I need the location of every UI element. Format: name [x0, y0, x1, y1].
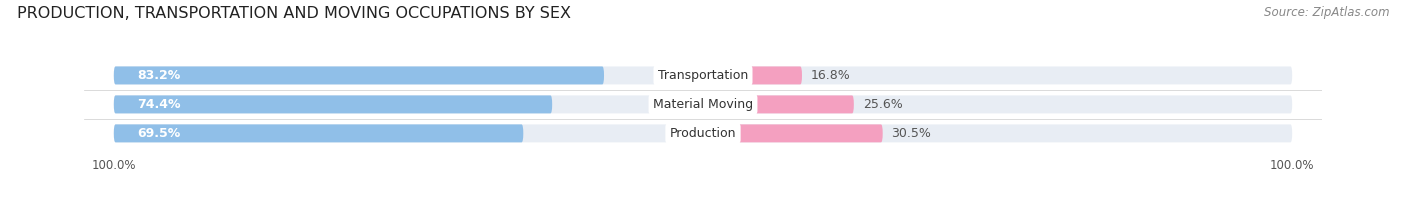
FancyBboxPatch shape [114, 95, 553, 113]
FancyBboxPatch shape [114, 124, 1292, 142]
Text: 25.6%: 25.6% [863, 98, 903, 111]
Text: 30.5%: 30.5% [891, 127, 931, 140]
Text: PRODUCTION, TRANSPORTATION AND MOVING OCCUPATIONS BY SEX: PRODUCTION, TRANSPORTATION AND MOVING OC… [17, 6, 571, 21]
Text: 69.5%: 69.5% [138, 127, 180, 140]
FancyBboxPatch shape [703, 66, 801, 85]
Text: Source: ZipAtlas.com: Source: ZipAtlas.com [1264, 6, 1389, 19]
Text: 83.2%: 83.2% [138, 69, 180, 82]
FancyBboxPatch shape [703, 124, 883, 142]
FancyBboxPatch shape [114, 66, 605, 85]
FancyBboxPatch shape [114, 124, 523, 142]
FancyBboxPatch shape [703, 95, 853, 113]
FancyBboxPatch shape [114, 66, 1292, 85]
Text: 74.4%: 74.4% [138, 98, 181, 111]
FancyBboxPatch shape [114, 95, 1292, 113]
Text: Transportation: Transportation [658, 69, 748, 82]
Text: Material Moving: Material Moving [652, 98, 754, 111]
Text: Production: Production [669, 127, 737, 140]
Text: 16.8%: 16.8% [811, 69, 851, 82]
